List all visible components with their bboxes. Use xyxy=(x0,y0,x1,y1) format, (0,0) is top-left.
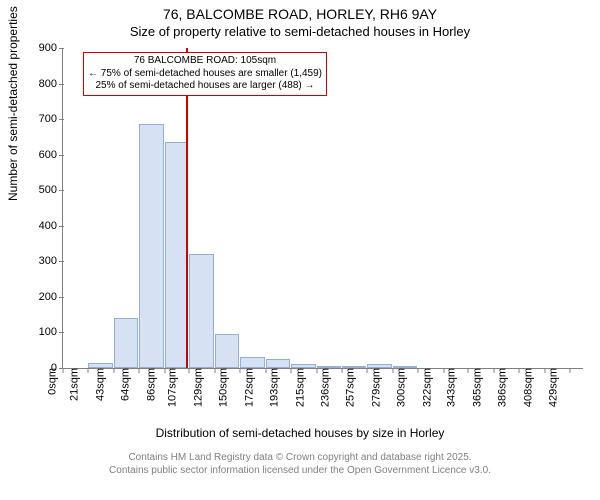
callout-smaller: ← 75% of semi-detached houses are smalle… xyxy=(88,68,322,81)
y-axis-label: Number of semi-detached properties xyxy=(6,6,20,201)
x-tick: 43sqm xyxy=(88,368,106,401)
x-tick-mark xyxy=(570,368,571,373)
histogram-bar xyxy=(114,318,138,368)
histogram-bar xyxy=(317,366,341,368)
histogram-bar xyxy=(367,364,392,368)
x-tick: 300sqm xyxy=(389,368,407,407)
title-line-1: 76, BALCOMBE ROAD, HORLEY, RH6 9AY xyxy=(0,6,600,22)
x-tick: 429sqm xyxy=(541,368,559,407)
histogram-bar xyxy=(139,124,164,368)
plot-area: 01002003004005006007008009000sqm21sqm43s… xyxy=(62,48,583,369)
histogram-bar xyxy=(393,366,417,368)
y-tick: 700 xyxy=(39,113,63,125)
x-tick: 322sqm xyxy=(415,368,433,407)
histogram-bar xyxy=(215,334,239,368)
marker-callout: 76 BALCOMBE ROAD: 105sqm← 75% of semi-de… xyxy=(83,52,327,96)
x-tick: 172sqm xyxy=(238,368,256,407)
histogram-bar xyxy=(291,364,316,368)
x-tick: 150sqm xyxy=(212,368,230,407)
histogram-bar xyxy=(88,363,113,368)
attribution-footer: Contains HM Land Registry data © Crown c… xyxy=(0,452,600,477)
marker-line xyxy=(186,48,188,368)
y-tick: 900 xyxy=(39,42,63,54)
y-tick: 100 xyxy=(39,326,63,338)
footer-line-2: Contains public sector information licen… xyxy=(109,465,491,476)
y-tick: 400 xyxy=(39,220,63,232)
y-tick: 300 xyxy=(39,255,63,267)
x-tick: 343sqm xyxy=(440,368,458,407)
title-line-2: Size of property relative to semi-detach… xyxy=(0,24,600,39)
x-tick: 64sqm xyxy=(113,368,131,401)
x-tick: 0sqm xyxy=(41,368,59,395)
y-tick: 800 xyxy=(39,78,63,90)
x-tick: 386sqm xyxy=(491,368,509,407)
x-tick: 236sqm xyxy=(313,368,331,407)
x-tick: 107sqm xyxy=(161,368,179,407)
histogram-bar xyxy=(342,366,366,368)
histogram-bar xyxy=(165,142,189,368)
y-tick: 200 xyxy=(39,291,63,303)
x-tick: 279sqm xyxy=(364,368,382,407)
x-tick: 215sqm xyxy=(289,368,307,407)
y-tick: 600 xyxy=(39,149,63,161)
callout-title: 76 BALCOMBE ROAD: 105sqm xyxy=(88,55,322,68)
y-tick: 500 xyxy=(39,184,63,196)
x-tick: 365sqm xyxy=(466,368,484,407)
x-tick: 21sqm xyxy=(62,368,80,401)
x-tick: 257sqm xyxy=(338,368,356,407)
x-tick: 129sqm xyxy=(187,368,205,407)
histogram-bar xyxy=(240,357,265,368)
x-axis-label: Distribution of semi-detached houses by … xyxy=(0,426,600,440)
x-tick: 86sqm xyxy=(139,368,157,401)
x-tick: 193sqm xyxy=(263,368,281,407)
callout-larger: 25% of semi-detached houses are larger (… xyxy=(88,80,322,93)
footer-line-1: Contains HM Land Registry data © Crown c… xyxy=(128,452,471,463)
histogram-bar xyxy=(189,254,214,368)
figure: 76, BALCOMBE ROAD, HORLEY, RH6 9AY Size … xyxy=(0,0,600,500)
x-tick: 408sqm xyxy=(517,368,535,407)
histogram-bar xyxy=(266,359,290,368)
